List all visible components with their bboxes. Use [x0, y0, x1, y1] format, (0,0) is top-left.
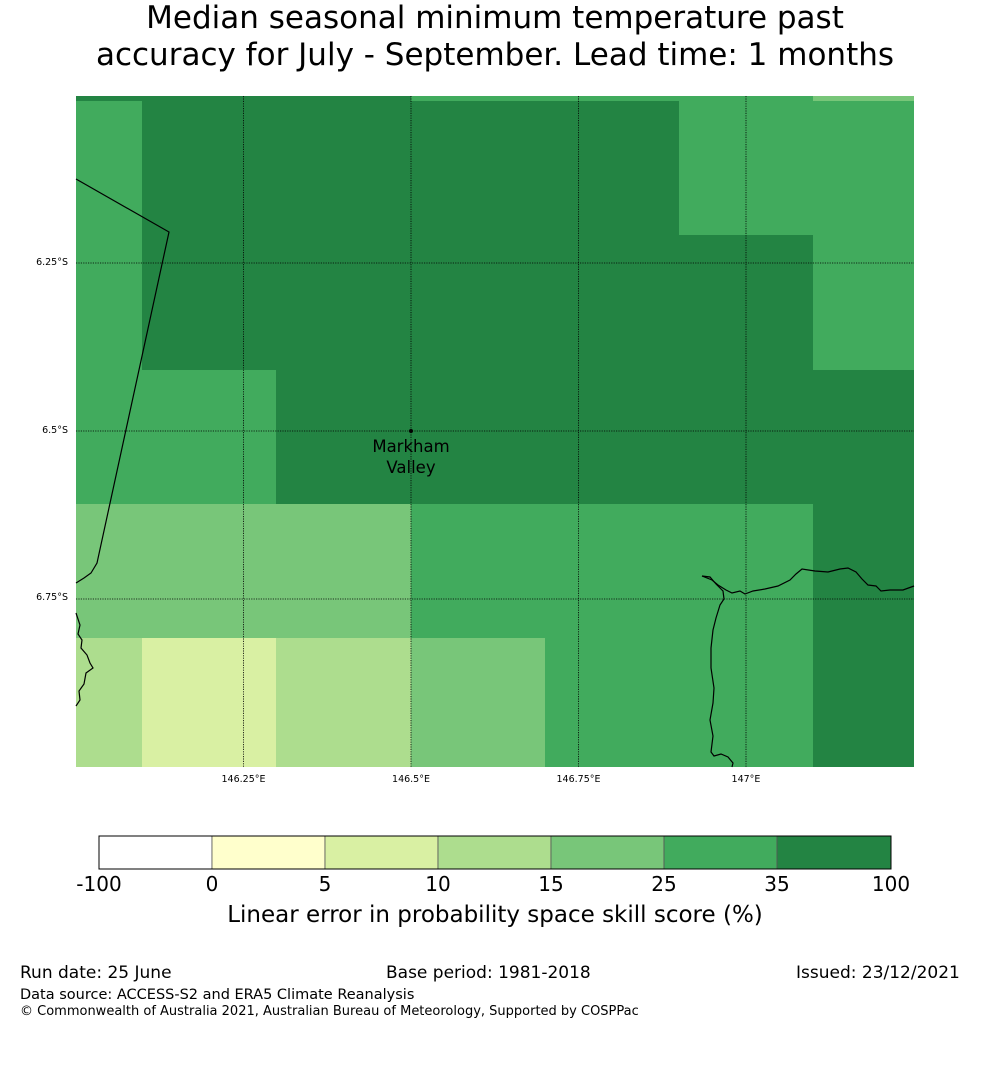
title-line-2: accuracy for July - September. Lead time…	[95, 37, 895, 73]
lon-label-14625: 146.25°E	[221, 774, 266, 785]
skill-cell-strip	[813, 96, 914, 101]
place-marker	[409, 429, 413, 433]
title-line-1: Median seasonal minimum temperature past	[146, 0, 844, 36]
skill-cell	[813, 504, 914, 638]
skill-cell	[813, 638, 914, 767]
skill-cell	[276, 504, 411, 638]
skill-cell	[411, 370, 545, 504]
skill-cell	[76, 504, 142, 638]
colorbar-tick: 10	[425, 872, 451, 896]
colorbar-swatch	[211, 835, 326, 870]
south-coast	[701, 567, 915, 595]
colorbar-swatch	[550, 835, 665, 870]
place-label: Markham Valley	[372, 436, 449, 478]
skill-cell	[545, 638, 679, 767]
skill-cell-strip	[545, 96, 679, 101]
coastline	[75, 178, 915, 768]
colorbar-tick: 35	[764, 872, 790, 896]
skill-cell-strip	[276, 96, 411, 101]
place-label-line-1: Markham	[372, 437, 450, 456]
colorbar-tick: 25	[651, 872, 677, 896]
skill-cell	[76, 370, 142, 504]
colorbar-swatch	[437, 835, 552, 870]
skill-cell	[76, 235, 142, 370]
issued-date: Issued: 23/12/2021	[796, 963, 960, 983]
skill-cell	[411, 504, 545, 638]
skill-cell	[142, 101, 276, 235]
colorbar-label: Linear error in probability space skill …	[227, 902, 763, 928]
skill-cell	[276, 638, 411, 767]
colorbar-tick: 100	[871, 872, 911, 896]
skill-cell	[142, 504, 276, 638]
skill-cell	[545, 235, 679, 370]
data-source: Data source: ACCESS-S2 and ERA5 Climate …	[20, 987, 415, 1003]
skill-cell	[411, 101, 545, 235]
colorbar-tick: 5	[318, 872, 332, 896]
skill-cell	[813, 101, 914, 235]
lon-label-147: 147°E	[731, 774, 761, 785]
skill-cell	[276, 235, 411, 370]
colorbar-swatch	[98, 835, 213, 870]
skill-cell-strip	[411, 96, 545, 101]
skill-cell	[813, 235, 914, 370]
skill-cell	[411, 235, 545, 370]
skill-cell	[813, 370, 914, 504]
skill-cell	[411, 638, 545, 767]
colorbar-frame	[98, 835, 892, 870]
skill-cell	[679, 638, 813, 767]
colorbar-swatch	[776, 835, 892, 870]
west-coast	[75, 612, 94, 707]
skill-cell	[76, 638, 142, 767]
skill-cell-strip	[76, 96, 142, 101]
river-coast	[701, 575, 734, 768]
colorbar-tick: -100	[76, 872, 122, 896]
skill-cell	[142, 370, 276, 504]
skill-cell	[142, 235, 276, 370]
skill-cell	[276, 370, 411, 504]
boundary-line	[75, 178, 170, 584]
base-period: Base period: 1981-2018	[386, 963, 591, 983]
map-title: Median seasonal minimum temperature past…	[0, 0, 990, 74]
lat-label-650: 6.5°S	[42, 425, 68, 436]
colorbar-tick: 0	[205, 872, 219, 896]
lon-label-14675: 146.75°E	[556, 774, 601, 785]
graticule	[76, 96, 914, 767]
colorbar-swatch	[663, 835, 778, 870]
skill-cell	[76, 101, 142, 235]
skill-grid	[76, 96, 914, 767]
skill-cell	[276, 101, 411, 235]
skill-cell	[545, 370, 679, 504]
lon-label-1465: 146.5°E	[392, 774, 430, 785]
colorbar-tick: 15	[538, 872, 564, 896]
colorbar-swatch	[324, 835, 439, 870]
skill-cell-strip	[142, 96, 276, 101]
skill-cell	[142, 638, 276, 767]
lat-label-625: 6.25°S	[36, 257, 68, 268]
place-label-line-2: Valley	[386, 458, 436, 477]
lat-label-675: 6.75°S	[36, 592, 68, 603]
skill-cell	[545, 504, 679, 638]
skill-cell	[545, 101, 679, 235]
copyright: © Commonwealth of Australia 2021, Austra…	[20, 1004, 639, 1019]
run-date: Run date: 25 June	[20, 963, 172, 983]
colorbar	[98, 835, 892, 870]
